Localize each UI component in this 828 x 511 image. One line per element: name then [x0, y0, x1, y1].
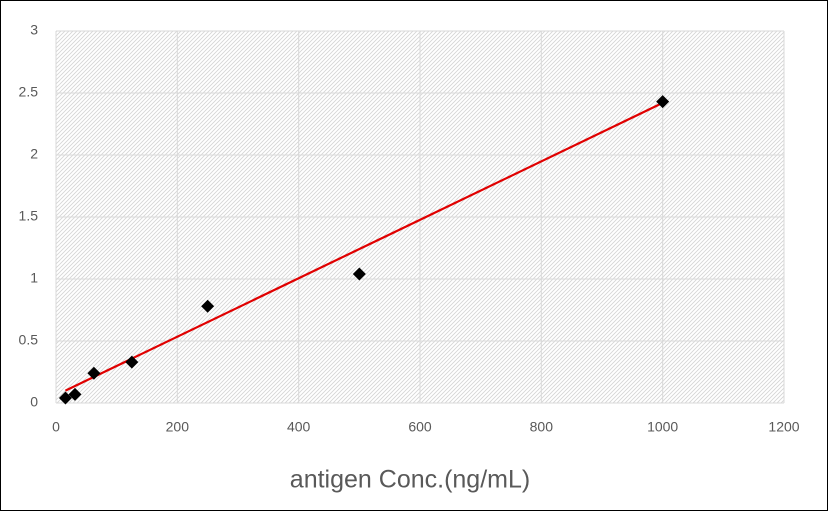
trendline [64, 101, 664, 392]
x-tick-label: 800 [530, 419, 554, 435]
data-point [68, 387, 82, 401]
data-point [656, 95, 670, 109]
x-tick-label: 0 [52, 419, 60, 435]
data-point [125, 355, 139, 369]
y-tick-label: 3 [30, 22, 38, 38]
data-point [87, 366, 101, 380]
x-tick-label: 200 [166, 419, 190, 435]
data-point [201, 299, 215, 313]
x-tick-label: 400 [287, 419, 311, 435]
y-tick-label: 2 [30, 146, 38, 162]
x-tick-label: 1000 [647, 419, 678, 435]
x-tick-label: 600 [408, 419, 432, 435]
data-point [352, 267, 366, 281]
y-tick-label: 2.5 [19, 84, 39, 100]
y-tick-label: 1 [30, 270, 38, 286]
x-axis-label: antigen Conc.(ng/mL) [290, 466, 530, 494]
y-tick-label: 1.5 [19, 208, 39, 224]
y-tick-label: 0 [30, 394, 38, 410]
data-point [58, 391, 72, 405]
y-tick-label: 0.5 [19, 332, 39, 348]
x-tick-label: 1200 [768, 419, 799, 435]
